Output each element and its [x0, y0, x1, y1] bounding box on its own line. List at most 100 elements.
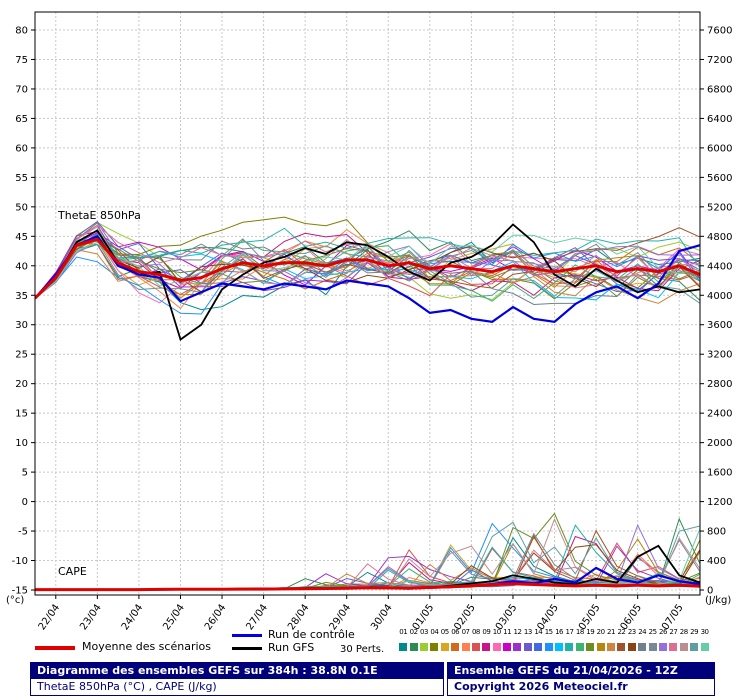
svg-text:1600: 1600: [707, 468, 732, 479]
pert-number: 18: [575, 628, 584, 636]
ensemble-spaghetti-chart: -15 0 -10 400 -5 800 0 1200 5 1600 10 2000 15 2400 20 2…: [6, 11, 732, 630]
pert-color-swatch: [471, 643, 480, 651]
svg-text:80: 80: [15, 26, 28, 37]
svg-text:70: 70: [15, 84, 28, 95]
svg-text:4400: 4400: [707, 261, 732, 272]
pert-number: 16: [555, 628, 564, 636]
pert-key-item: 09: [481, 629, 491, 651]
pert-number: 28: [679, 628, 688, 636]
svg-text:800: 800: [707, 527, 726, 538]
svg-text:4000: 4000: [707, 291, 732, 302]
pert-key-item: 25: [647, 629, 657, 651]
pert-number: 13: [523, 628, 532, 636]
pert-key-item: 21: [606, 629, 616, 651]
svg-text:5: 5: [22, 468, 28, 479]
pert-color-swatch: [690, 643, 699, 651]
svg-text:60: 60: [15, 143, 28, 154]
pert-color-swatch: [492, 643, 501, 651]
pert-number: 08: [471, 628, 480, 636]
svg-text:2000: 2000: [707, 438, 732, 449]
pert-key-item: 04: [429, 629, 439, 651]
svg-text:5200: 5200: [707, 202, 732, 213]
pert-color-swatch: [409, 643, 418, 651]
pert-number: 10: [492, 628, 501, 636]
svg-text:(°c): (°c): [6, 595, 24, 606]
svg-text:-15: -15: [12, 586, 28, 597]
chart-title-box: Diagramme des ensembles GEFS sur 384h : …: [30, 662, 444, 696]
gfs-line-swatch: [232, 647, 262, 650]
pert-key-item: 23: [627, 629, 637, 651]
pert-color-swatch: [586, 643, 595, 651]
pert-number: 29: [690, 628, 699, 636]
pert-color-swatch: [627, 643, 636, 651]
pert-color-swatch: [430, 643, 439, 651]
pert-number: 27: [669, 628, 678, 636]
pert-number: 17: [565, 628, 574, 636]
svg-text:0: 0: [707, 586, 713, 597]
pert-key-item: 07: [460, 629, 470, 651]
svg-text:0: 0: [22, 497, 28, 508]
pert-key-item: 08: [471, 629, 481, 651]
pert-key-item: 03: [419, 629, 429, 651]
pert-color-swatch: [679, 643, 688, 651]
pert-number: 09: [482, 628, 491, 636]
pert-key-item: 19: [585, 629, 595, 651]
pert-number: 04: [430, 628, 439, 636]
pert-key-item: 01: [398, 629, 408, 651]
pert-number: 07: [461, 628, 470, 636]
pert-key-item: 18: [575, 629, 585, 651]
svg-text:-10: -10: [12, 556, 28, 567]
pert-color-swatch: [617, 643, 626, 651]
pert-number: 12: [513, 628, 522, 636]
pert-color-swatch: [607, 643, 615, 651]
perts-legend-label: 30 Perts.: [340, 644, 385, 655]
svg-text:7200: 7200: [707, 55, 732, 66]
svg-text:6400: 6400: [707, 114, 732, 125]
pert-number: 26: [659, 628, 667, 636]
pert-color-swatch: [544, 643, 553, 651]
pert-color-swatch: [534, 643, 543, 651]
pert-color-swatch: [575, 643, 584, 651]
svg-text:15: 15: [15, 409, 28, 420]
run-info: Ensemble GEFS du 21/04/2026 - 12Z: [448, 663, 714, 679]
svg-text:400: 400: [707, 556, 726, 567]
pert-number: 30: [700, 628, 709, 636]
mean-line-swatch: [35, 646, 75, 650]
pert-color-swatch: [451, 643, 460, 651]
pert-key-item: 17: [564, 629, 574, 651]
pert-key-item: 30: [699, 629, 709, 651]
pert-number: 14: [534, 628, 543, 636]
chart-subtitle: ThetaE 850hPa (°C) , CAPE (J/kg): [37, 680, 217, 693]
pert-color-swatch: [596, 643, 605, 651]
svg-text:6000: 6000: [707, 143, 732, 154]
svg-text:40: 40: [15, 261, 28, 272]
svg-text:5600: 5600: [707, 173, 732, 184]
pert-key-item: 26: [658, 629, 668, 651]
pert-color-swatch: [523, 643, 532, 651]
svg-text:3200: 3200: [707, 350, 732, 361]
pert-key-item: 24: [637, 629, 647, 651]
pert-color-swatch: [669, 643, 678, 651]
legend: Moyenne des scénarios Run de contrôle Ru…: [0, 626, 740, 662]
pert-number: 25: [648, 628, 657, 636]
pert-number: 02: [409, 628, 418, 636]
pert-key-item: 28: [679, 629, 689, 651]
pert-key-item: 15: [543, 629, 553, 651]
pert-key-item: 11: [502, 629, 512, 651]
pert-key-item: 06: [450, 629, 460, 651]
footer: Diagramme des ensembles GEFS sur 384h : …: [0, 662, 740, 700]
pert-number: 11: [503, 628, 512, 636]
pert-number: 05: [440, 628, 449, 636]
svg-text:45: 45: [15, 232, 28, 243]
pert-key-item: 12: [512, 629, 522, 651]
pert-number: 06: [451, 628, 460, 636]
pert-color-swatch: [419, 643, 428, 651]
pert-color-swatch: [399, 643, 408, 651]
pert-color-swatch: [555, 643, 564, 651]
pert-color-swatch: [565, 643, 574, 651]
control-legend-label: Run de contrôle: [268, 628, 355, 641]
pert-color-swatch: [700, 643, 709, 651]
pert-key-item: 16: [554, 629, 564, 651]
mean-legend-label: Moyenne des scénarios: [82, 640, 211, 653]
pert-number: 21: [607, 628, 615, 636]
